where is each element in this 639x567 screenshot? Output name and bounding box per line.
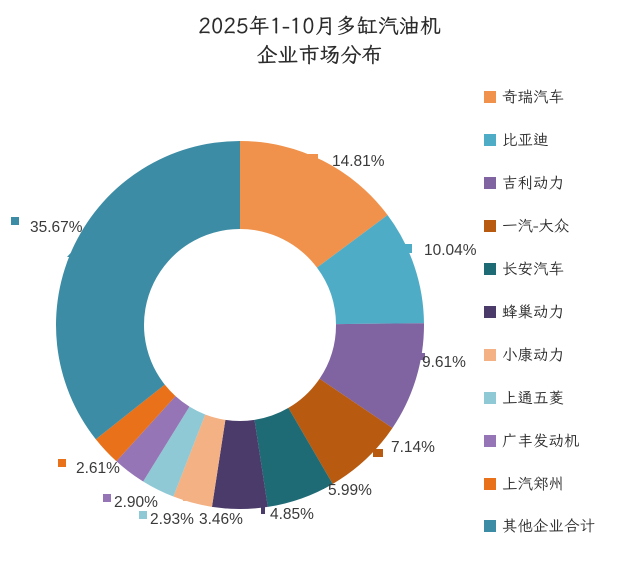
svg-text:2.61%: 2.61% — [76, 460, 120, 477]
svg-text:4.85%: 4.85% — [270, 506, 314, 523]
svg-text:10.04%: 10.04% — [424, 242, 477, 259]
svg-text:7.14%: 7.14% — [391, 439, 435, 456]
svg-text:14.81%: 14.81% — [332, 153, 385, 170]
svg-text:35.67%: 35.67% — [30, 219, 83, 236]
svg-text:9.61%: 9.61% — [422, 354, 466, 371]
svg-text:2.93%: 2.93% — [150, 511, 194, 528]
svg-text:5.99%: 5.99% — [328, 482, 372, 499]
svg-text:2.90%: 2.90% — [114, 494, 158, 511]
svg-text:3.46%: 3.46% — [199, 511, 243, 528]
